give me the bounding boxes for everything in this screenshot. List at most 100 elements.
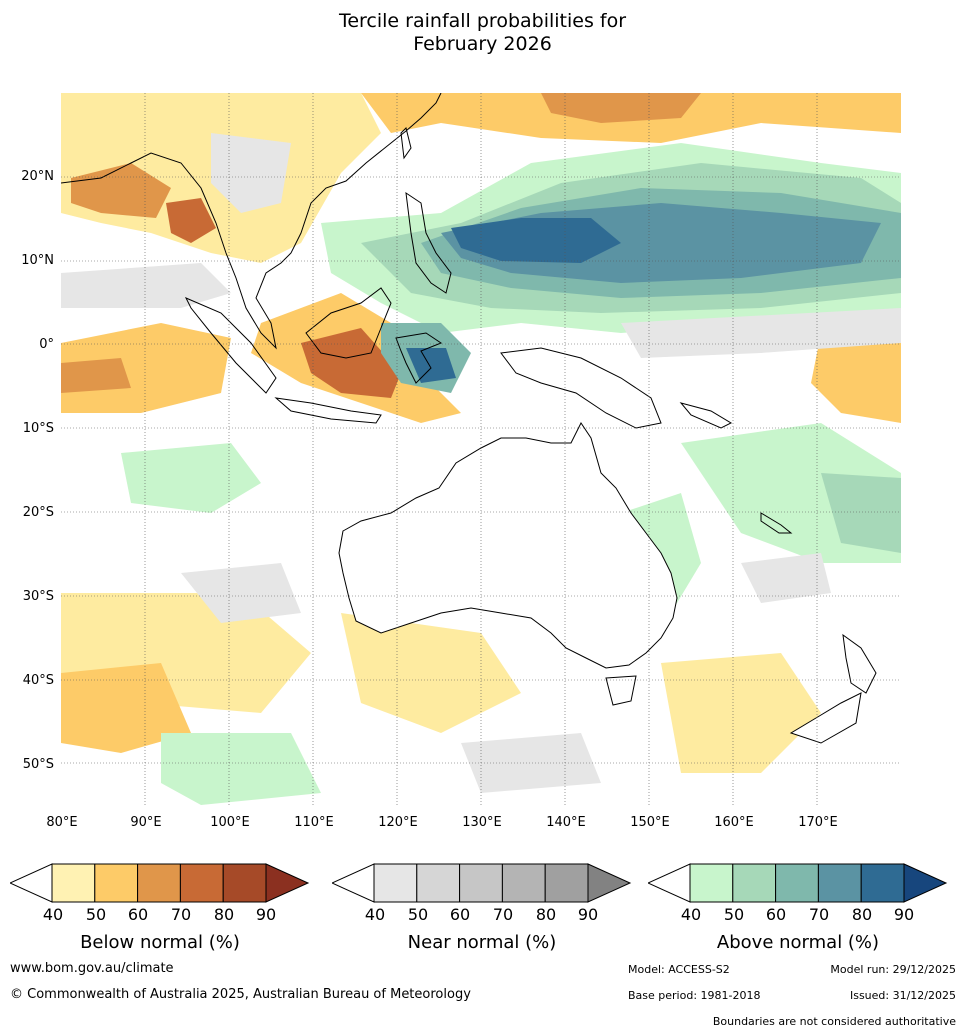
near-region-south-3 xyxy=(461,733,601,793)
probability-map xyxy=(61,93,901,805)
java-coastline xyxy=(274,397,382,424)
new-zealand-south xyxy=(789,692,862,744)
lon-label-140e: 140°E xyxy=(546,815,586,830)
tick-near-70: 70 xyxy=(492,905,514,924)
lat-label-20s: 20°S xyxy=(22,505,54,520)
colorbar-swatch xyxy=(222,863,267,903)
lon-label-90e: 90°E xyxy=(130,815,162,830)
lon-label-130e: 130°E xyxy=(462,815,502,830)
tick-near-90: 90 xyxy=(577,905,599,924)
near-region-indochina xyxy=(211,133,291,213)
below-region-indian-ocean-2 xyxy=(61,358,131,393)
tick-below-80: 80 xyxy=(213,905,235,924)
colorbar-below-swatches xyxy=(51,863,267,903)
below-region-indian-ocean xyxy=(61,323,231,413)
above-region-sulawesi-2 xyxy=(406,348,456,383)
colorbar-near xyxy=(332,863,632,903)
colorbar-swatch xyxy=(817,863,862,903)
tick-near-40: 40 xyxy=(364,905,386,924)
lon-label-160e: 160°E xyxy=(714,815,754,830)
colorbar-swatch xyxy=(51,863,96,903)
philippines-coastline xyxy=(405,191,452,294)
colorbar-swatch xyxy=(544,863,589,903)
tick-below-90: 90 xyxy=(255,905,277,924)
tick-below-50: 50 xyxy=(85,905,107,924)
above-region-coral-sea-2 xyxy=(821,473,901,553)
colorbar-above xyxy=(648,863,948,903)
tick-above-40: 40 xyxy=(680,905,702,924)
colorbar-swatch xyxy=(860,863,905,903)
new-caledonia xyxy=(760,512,793,534)
asia-coastline xyxy=(61,93,442,350)
below-region-java-sea xyxy=(301,328,401,398)
australia-coastline xyxy=(338,422,678,669)
tick-below-60: 60 xyxy=(127,905,149,924)
below-region-south-2 xyxy=(341,613,521,733)
sumatra-coastline xyxy=(184,297,277,394)
lat-label-30s: 30°S xyxy=(22,589,54,604)
colorbar-swatch xyxy=(373,863,418,903)
below-region-pacific-north-2 xyxy=(541,93,701,123)
lat-label-0: 0° xyxy=(39,337,54,352)
tick-below-70: 70 xyxy=(170,905,192,924)
colorbar-swatch xyxy=(179,863,224,903)
below-region-bay xyxy=(166,198,216,243)
taiwan-coastline xyxy=(400,127,412,160)
lon-label-170e: 170°E xyxy=(798,815,838,830)
map-title: Tercile rainfall probabilities for Febru… xyxy=(0,10,965,56)
colorbar-below-caption: Below normal (%) xyxy=(80,932,240,953)
lon-label-120e: 120°E xyxy=(378,815,418,830)
new-guinea-coastline xyxy=(500,347,662,429)
lat-label-50s: 50°S xyxy=(22,757,54,772)
above-region-southern xyxy=(161,733,321,805)
lat-label-40s: 40°S xyxy=(22,673,54,688)
model-text: Model: ACCESS-S2 xyxy=(628,963,730,976)
colorbar-swatch xyxy=(137,863,181,903)
website-link[interactable]: www.bom.gov.au/climate xyxy=(10,961,174,976)
copyright-text: © Commonwealth of Australia 2025, Austra… xyxy=(10,987,471,1002)
colorbar-near-caption: Near normal (%) xyxy=(407,932,557,953)
colorbar-swatch xyxy=(459,863,503,903)
tick-below-40: 40 xyxy=(42,905,64,924)
colorbar-near-swatches xyxy=(373,863,589,903)
above-region-south-indian xyxy=(121,443,261,513)
near-region-equator xyxy=(621,308,901,358)
colorbar-swatch xyxy=(775,863,819,903)
tick-above-90: 90 xyxy=(893,905,915,924)
colorbar-above-caption: Above normal (%) xyxy=(716,932,880,953)
sulawesi-coastline xyxy=(395,332,443,384)
tick-above-70: 70 xyxy=(808,905,830,924)
near-region-south-2 xyxy=(741,553,831,603)
below-region-southwest xyxy=(61,663,191,753)
lon-label-150e: 150°E xyxy=(630,815,670,830)
borneo-coastline xyxy=(305,287,392,359)
colorbar-above-swatches xyxy=(689,863,905,903)
title-line-2: February 2026 xyxy=(413,33,552,55)
lon-label-100e: 100°E xyxy=(210,815,250,830)
model-run-text: Model run: 29/12/2025 xyxy=(830,963,956,976)
lat-label-10s: 10°S xyxy=(22,421,54,436)
tick-above-60: 60 xyxy=(765,905,787,924)
tasmania-coastline xyxy=(605,675,637,706)
colorbar-swatch xyxy=(501,863,546,903)
title-line-1: Tercile rainfall probabilities for xyxy=(338,10,627,32)
disclaimer-text: Boundaries are not considered authoritat… xyxy=(712,1015,956,1028)
near-region-indian xyxy=(61,263,231,308)
colorbar-swatch xyxy=(732,863,777,903)
colorbar-swatch xyxy=(416,863,461,903)
lon-label-80e: 80°E xyxy=(46,815,78,830)
base-period-text: Base period: 1981-2018 xyxy=(628,989,761,1002)
colorbar-swatch xyxy=(689,863,734,903)
new-zealand-north xyxy=(842,633,877,694)
tick-near-60: 60 xyxy=(449,905,471,924)
tick-near-50: 50 xyxy=(407,905,429,924)
tick-above-50: 50 xyxy=(723,905,745,924)
lat-label-10n: 10°N xyxy=(21,253,54,268)
colorbar-swatch xyxy=(94,863,139,903)
above-region-pacific-80 xyxy=(451,218,621,263)
tick-above-80: 80 xyxy=(851,905,873,924)
issued-text: Issued: 31/12/2025 xyxy=(849,989,956,1002)
gridlines xyxy=(61,93,901,805)
below-region-tasman xyxy=(661,653,821,773)
near-region-south xyxy=(181,563,301,623)
